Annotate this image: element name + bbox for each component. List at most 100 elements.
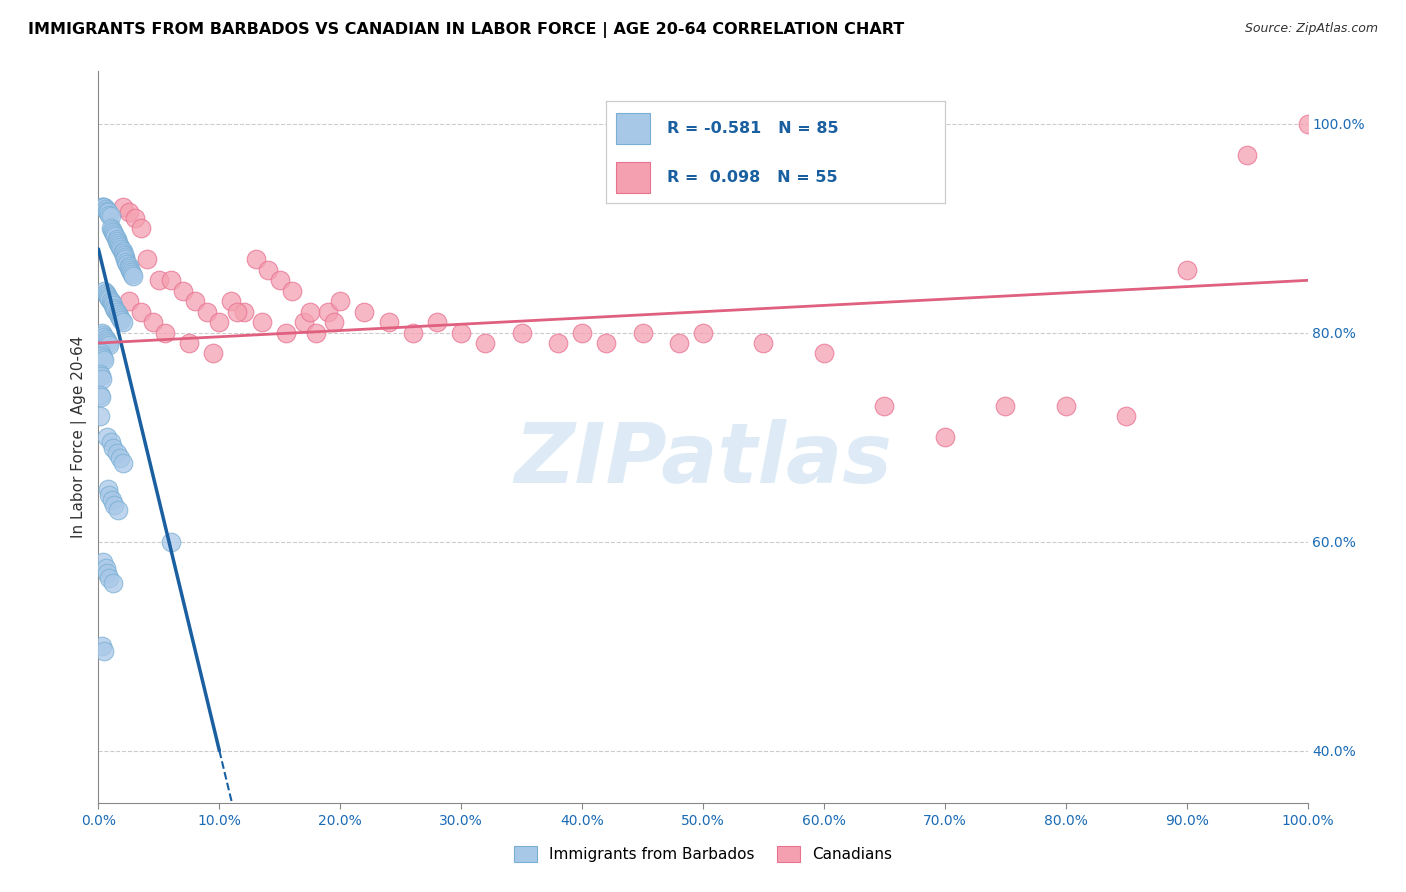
Point xyxy=(98,487,121,501)
Point xyxy=(108,309,131,323)
Point xyxy=(90,390,112,404)
Point xyxy=(112,248,135,262)
Point xyxy=(91,326,114,340)
Point xyxy=(752,336,775,351)
Point xyxy=(100,209,122,223)
Point xyxy=(96,566,118,580)
Point xyxy=(377,315,399,329)
Point xyxy=(221,294,243,309)
Point xyxy=(122,269,145,284)
Point xyxy=(124,211,146,225)
Point xyxy=(316,304,339,318)
Point xyxy=(631,326,654,340)
Point xyxy=(118,205,141,219)
Point xyxy=(89,388,111,402)
Point xyxy=(108,240,131,254)
Point xyxy=(153,326,176,340)
Text: IMMIGRANTS FROM BARBADOS VS CANADIAN IN LABOR FORCE | AGE 20-64 CORRELATION CHAR: IMMIGRANTS FROM BARBADOS VS CANADIAN IN … xyxy=(28,22,904,38)
Point xyxy=(111,456,134,470)
Point xyxy=(103,498,125,512)
Point xyxy=(256,263,278,277)
Point xyxy=(101,298,124,312)
Point xyxy=(111,315,134,329)
Point xyxy=(571,326,593,340)
Point xyxy=(873,399,896,413)
Point xyxy=(91,200,114,214)
Point xyxy=(934,430,956,444)
Point xyxy=(292,315,315,329)
Point xyxy=(108,237,131,252)
Point xyxy=(1175,263,1198,277)
Point xyxy=(91,639,114,653)
Point xyxy=(115,254,138,268)
Text: Source: ZipAtlas.com: Source: ZipAtlas.com xyxy=(1244,22,1378,36)
Point xyxy=(108,450,131,465)
Y-axis label: In Labor Force | Age 20-64: In Labor Force | Age 20-64 xyxy=(72,336,87,538)
Point xyxy=(91,349,114,363)
Point xyxy=(98,571,121,585)
Point xyxy=(111,244,134,258)
Point xyxy=(692,326,714,340)
Point xyxy=(100,294,122,309)
Point xyxy=(93,644,115,658)
Point xyxy=(91,200,114,214)
Point xyxy=(195,304,218,318)
Point xyxy=(245,252,267,267)
Point xyxy=(98,338,121,352)
Point xyxy=(103,301,125,315)
Point xyxy=(510,326,533,340)
Point xyxy=(595,336,617,351)
Point xyxy=(118,263,141,277)
Point xyxy=(97,483,120,497)
Point xyxy=(100,221,122,235)
Point xyxy=(96,430,118,444)
Point xyxy=(668,336,690,351)
Point xyxy=(129,304,152,318)
Point xyxy=(202,346,225,360)
Point xyxy=(108,310,131,325)
Point xyxy=(1115,409,1137,424)
Point xyxy=(118,259,141,273)
Point xyxy=(96,334,118,348)
Point xyxy=(160,534,183,549)
Point xyxy=(172,284,194,298)
Text: ZIPatlas: ZIPatlas xyxy=(515,418,891,500)
Point xyxy=(329,294,352,309)
Point xyxy=(148,273,170,287)
Point xyxy=(94,332,117,346)
Point xyxy=(91,371,114,385)
Point xyxy=(107,235,129,250)
Point xyxy=(90,346,112,360)
Point xyxy=(994,399,1017,413)
Point xyxy=(474,336,496,351)
Point xyxy=(97,290,120,304)
Point xyxy=(114,252,136,267)
Point xyxy=(107,503,129,517)
Point xyxy=(323,315,346,329)
Point xyxy=(111,246,134,260)
Point xyxy=(94,202,117,217)
Point xyxy=(135,252,157,267)
Point xyxy=(142,315,165,329)
Point xyxy=(105,304,128,318)
Point xyxy=(97,336,120,351)
Point xyxy=(547,336,569,351)
Point xyxy=(91,351,114,365)
Point xyxy=(114,251,136,265)
Point xyxy=(101,576,124,591)
Point xyxy=(1054,399,1077,413)
Point xyxy=(101,225,124,239)
Point xyxy=(98,207,121,221)
Point xyxy=(110,313,132,327)
Point xyxy=(269,273,291,287)
Point xyxy=(100,296,122,310)
Point xyxy=(1236,148,1258,162)
Point xyxy=(93,352,115,367)
Point xyxy=(450,326,472,340)
Point xyxy=(105,446,128,460)
Point xyxy=(1296,117,1319,131)
Legend: Immigrants from Barbados, Canadians: Immigrants from Barbados, Canadians xyxy=(508,840,898,868)
Point xyxy=(402,326,425,340)
Point xyxy=(93,200,115,214)
Point xyxy=(274,326,297,340)
